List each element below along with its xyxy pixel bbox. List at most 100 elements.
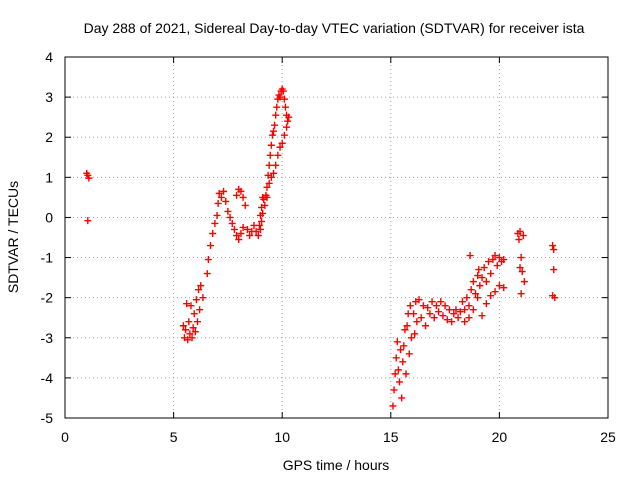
data-point (273, 103, 281, 111)
data-point (424, 304, 432, 312)
data-point (435, 308, 443, 316)
data-point (185, 318, 193, 326)
chart-title: Day 288 of 2021, Sidereal Day-to-day VTE… (84, 20, 585, 36)
data-point (398, 394, 406, 402)
data-point (215, 189, 223, 197)
data-point (445, 306, 453, 314)
data-point (207, 242, 215, 250)
data-point (222, 197, 230, 205)
tick-layer: 0 5 10 15 20 25 -5 -4 -3 -2 -1 0 1 2 3 4 (41, 49, 616, 445)
x-tick-label: 20 (492, 429, 508, 445)
data-point (272, 111, 280, 119)
data-point (258, 203, 266, 211)
data-point (415, 296, 423, 304)
data-point (516, 227, 524, 235)
data-point (495, 254, 503, 262)
data-point (187, 302, 195, 310)
data-point (478, 312, 486, 320)
data-point (196, 306, 204, 314)
y-tick-label: -2 (41, 290, 54, 306)
data-point (430, 314, 438, 322)
data-point (267, 141, 275, 149)
data-point (520, 278, 528, 286)
data-point (454, 314, 462, 322)
data-point (224, 207, 232, 215)
data-point (395, 378, 403, 386)
data-point (392, 354, 400, 362)
data-point (186, 330, 194, 338)
data-point (489, 256, 497, 264)
data-point (237, 229, 245, 237)
data-point (389, 402, 397, 410)
data-point (482, 300, 490, 308)
x-tick-label: 0 (61, 429, 69, 445)
data-point (263, 183, 271, 191)
data-point (549, 242, 557, 250)
data-point (456, 308, 464, 316)
data-point (188, 334, 196, 342)
y-tick-label: 1 (45, 169, 53, 185)
data-point (233, 231, 241, 239)
y-tick-label: -5 (41, 410, 54, 426)
data-point (84, 217, 92, 225)
y-tick-label: 3 (45, 89, 53, 105)
data-point (217, 193, 225, 201)
data-point (441, 302, 449, 310)
data-point (419, 302, 427, 310)
data-point (474, 294, 482, 302)
data-point (516, 264, 524, 272)
data-point (256, 211, 264, 219)
y-axis-label: SDTVAR / TECUs (5, 181, 21, 293)
y-tick-label: 0 (45, 209, 53, 225)
data-point (241, 201, 249, 209)
data-point (405, 350, 413, 358)
data-point (258, 217, 266, 225)
data-point (422, 322, 430, 330)
data-point (482, 278, 490, 286)
data-point (252, 227, 260, 235)
data-point (517, 290, 525, 298)
data-point (263, 193, 271, 201)
data-point (285, 113, 293, 121)
data-point (394, 366, 402, 374)
data-point (518, 268, 526, 276)
y-tick-label: 2 (45, 129, 53, 145)
data-point (467, 286, 475, 294)
data-point (402, 370, 410, 378)
data-point (476, 282, 484, 290)
data-point (228, 219, 236, 227)
y-tick-label: -1 (41, 250, 54, 266)
data-point (265, 161, 273, 169)
data-point (190, 310, 198, 318)
data-point (85, 174, 93, 182)
data-point (500, 256, 508, 264)
y-tick-label: 4 (45, 49, 53, 65)
data-point (283, 123, 291, 131)
data-point (485, 258, 493, 266)
data-point (199, 294, 207, 302)
data-point (239, 223, 247, 231)
data-point (472, 290, 480, 298)
data-point (256, 225, 264, 233)
x-tick-label: 5 (170, 429, 178, 445)
y-tick-label: -3 (41, 330, 54, 346)
data-point (265, 179, 273, 187)
data-point (239, 193, 247, 201)
data-point (390, 386, 398, 394)
data-point (280, 95, 288, 103)
plot-frame (64, 56, 609, 419)
data-point (278, 139, 286, 147)
data-point (475, 266, 483, 274)
data-point (411, 330, 419, 338)
data-point (191, 328, 199, 336)
data-point (448, 318, 456, 326)
data-point (428, 298, 436, 306)
data-point (450, 310, 458, 318)
data-point (213, 211, 221, 219)
data-point (197, 282, 205, 290)
data-point (397, 346, 405, 354)
data-point (274, 151, 282, 159)
data-point (192, 296, 200, 304)
data-point (284, 117, 292, 125)
